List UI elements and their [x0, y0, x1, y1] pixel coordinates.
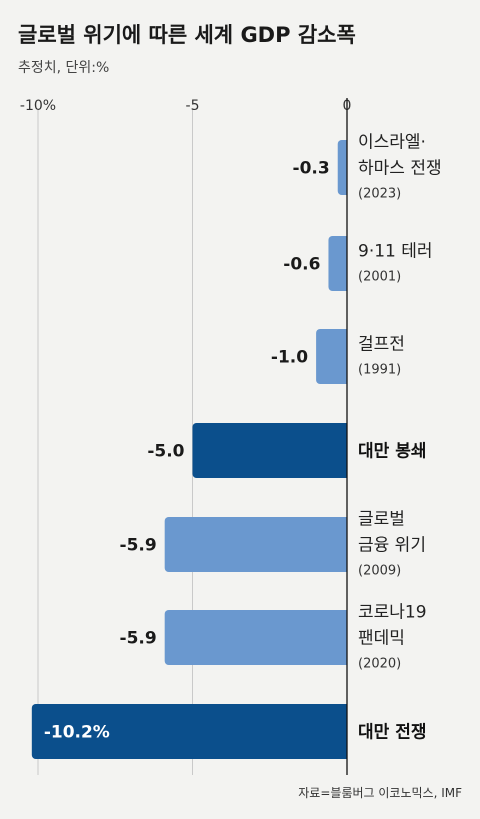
x-axis-ticks: -10%-50	[20, 98, 352, 114]
bar	[31, 704, 347, 759]
bars: -0.3 -0.6 -1.0 -5.0 -5.9 -5.9 -10.2%	[31, 140, 347, 759]
x-tick-label: -10%	[20, 98, 56, 114]
data-label: -5.0	[147, 442, 184, 462]
data-label: -1.0	[271, 348, 308, 368]
data-label: -0.3	[293, 159, 330, 179]
source-note: 자료=블룸버그 이코노믹스, IMF	[298, 786, 462, 800]
category-label: 대만 봉쇄	[358, 442, 426, 462]
category-label: 팬데믹	[358, 629, 405, 649]
bar	[164, 517, 347, 572]
category-year: (2001)	[358, 270, 401, 285]
data-label: -5.9	[120, 629, 157, 649]
bar-edge	[342, 704, 347, 759]
category-label: 대만 전쟁	[358, 723, 426, 743]
category-label: 코로나19	[358, 603, 427, 623]
category-label: 이스라엘·	[358, 133, 426, 153]
chart-title: 글로벌 위기에 따른 세계 GDP 감소폭	[18, 23, 356, 47]
category-year: (1991)	[358, 363, 401, 378]
bar-edge	[342, 140, 347, 195]
bar-edge	[342, 610, 347, 665]
x-tick-label: -5	[186, 98, 200, 114]
data-label: -5.9	[120, 536, 157, 556]
category-label: 금융 위기	[358, 536, 426, 556]
bar	[164, 610, 347, 665]
category-label: 하마스 전쟁	[358, 159, 442, 179]
bar	[192, 423, 347, 478]
category-year: (2023)	[358, 187, 401, 202]
bar-edge	[342, 236, 347, 291]
category-year: (2009)	[358, 564, 401, 579]
bar-edge	[342, 517, 347, 572]
category-labels: 이스라엘· 하마스 전쟁 (2023) 9·11 테러 (2001) 걸프전 (1991) 대…	[358, 133, 442, 743]
data-label: -10.2%	[44, 723, 110, 743]
chart-subtitle: 추정치, 단위:%	[18, 60, 109, 76]
bar-edge	[342, 423, 347, 478]
category-year: (2020)	[358, 657, 401, 672]
bar-edge	[342, 329, 347, 384]
category-label: 걸프전	[358, 335, 405, 355]
data-label: -0.6	[283, 255, 320, 275]
category-label: 9·11 테러	[358, 242, 433, 262]
bar	[316, 329, 347, 384]
category-label: 글로벌	[358, 510, 405, 530]
